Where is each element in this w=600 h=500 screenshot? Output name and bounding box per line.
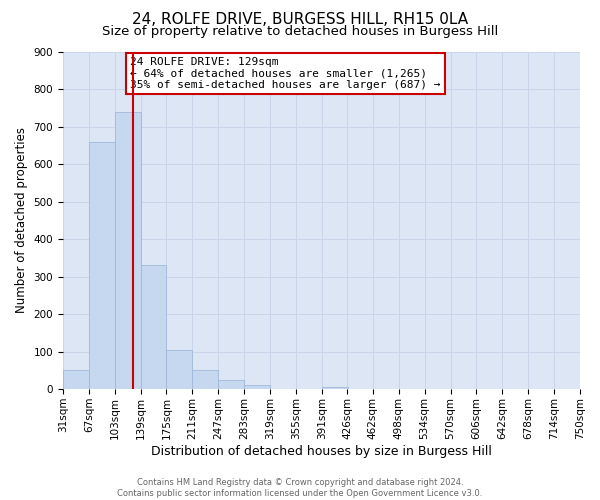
Bar [166,350,193,389]
Text: 24 ROLFE DRIVE: 129sqm
← 64% of detached houses are smaller (1,265)
35% of semi-: 24 ROLFE DRIVE: 129sqm ← 64% of detached… [130,56,440,90]
Y-axis label: Number of detached properties: Number of detached properties [15,128,28,314]
X-axis label: Distribution of detached houses by size in Burgess Hill: Distribution of detached houses by size … [151,444,492,458]
Bar [89,142,115,389]
Text: Size of property relative to detached houses in Burgess Hill: Size of property relative to detached ho… [102,25,498,38]
Text: 24, ROLFE DRIVE, BURGESS HILL, RH15 0LA: 24, ROLFE DRIVE, BURGESS HILL, RH15 0LA [132,12,468,28]
Bar [322,388,348,389]
Bar [193,370,218,389]
Bar [244,384,270,389]
Bar [63,370,89,389]
Bar [140,266,166,389]
Bar [115,112,140,389]
Bar [218,380,244,389]
Text: Contains HM Land Registry data © Crown copyright and database right 2024.
Contai: Contains HM Land Registry data © Crown c… [118,478,482,498]
